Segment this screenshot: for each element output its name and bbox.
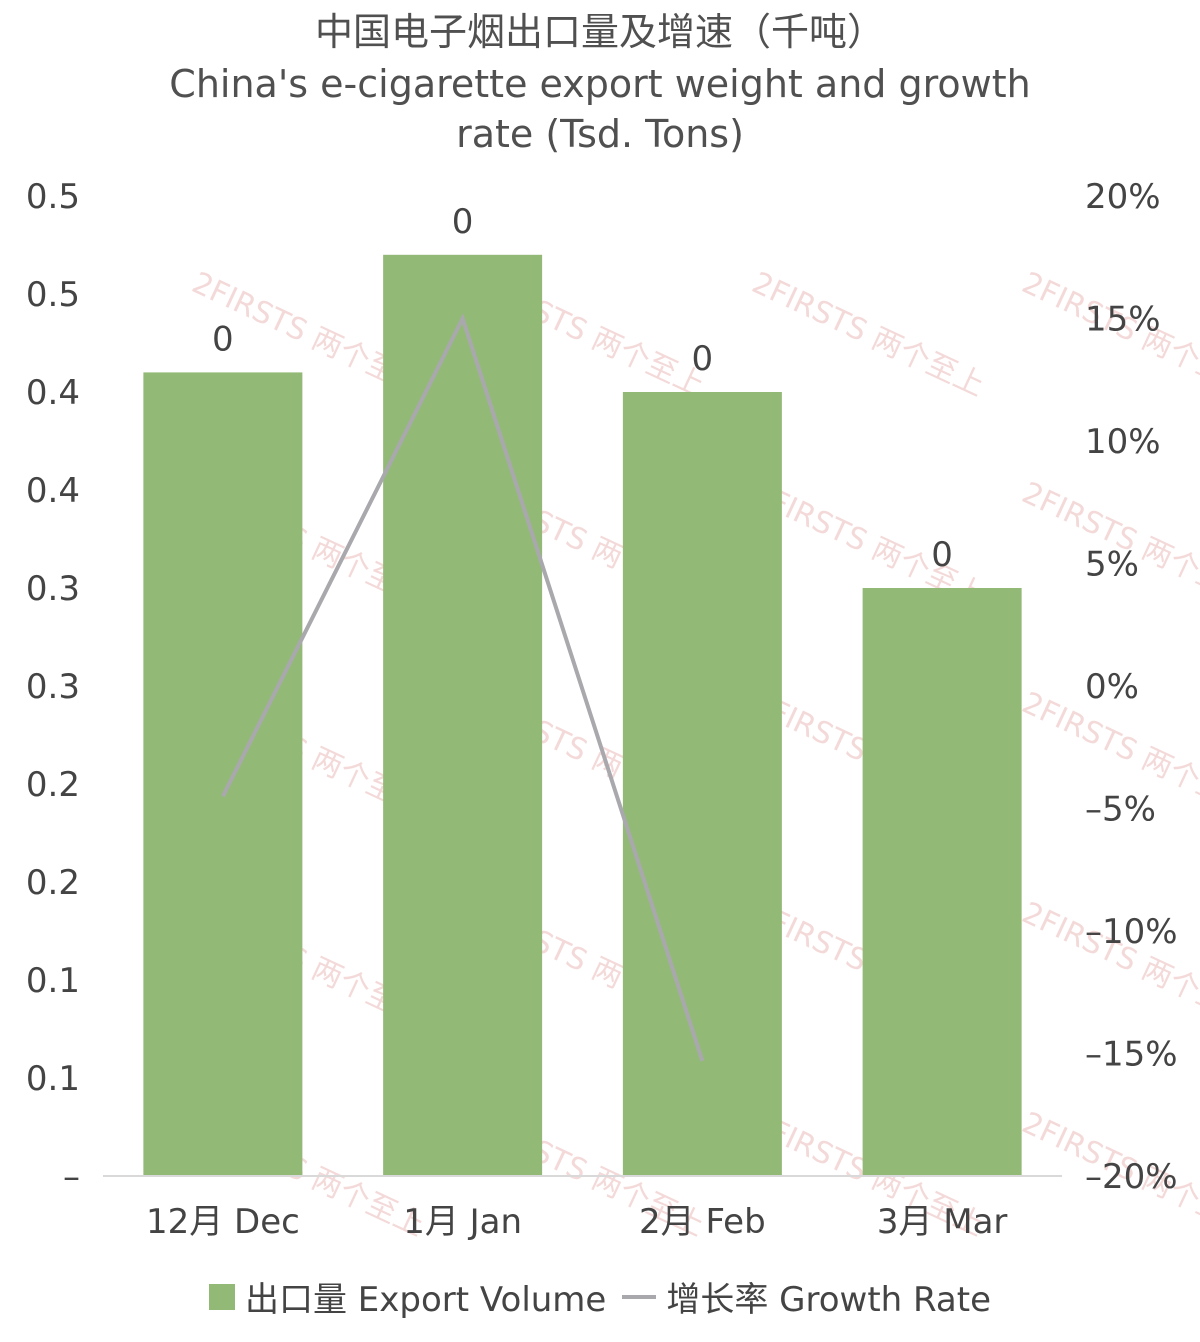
right-axis-tick-label: –10% bbox=[1085, 912, 1178, 952]
x-axis-tick-label: 1月 Jan bbox=[403, 1202, 522, 1242]
left-axis-tick-label: 0.5 bbox=[26, 177, 80, 217]
left-axis-tick-label: 0.4 bbox=[26, 373, 80, 413]
right-axis-tick-label: 20% bbox=[1085, 177, 1161, 217]
chart-title-en-line1: China's e-cigarette export weight and gr… bbox=[169, 62, 1031, 106]
x-axis-tick-label: 3月 Mar bbox=[877, 1202, 1008, 1242]
left-axis-tick-label: 0.3 bbox=[26, 667, 80, 707]
left-axis-tick-label: 0.2 bbox=[26, 863, 80, 903]
right-axis-tick-label: 15% bbox=[1085, 300, 1161, 340]
legend-line-label: 增长率 Growth Rate bbox=[666, 1280, 992, 1320]
left-axis-tick-label: 0.4 bbox=[26, 471, 80, 511]
bar bbox=[862, 588, 1022, 1176]
right-axis-tick-label: 5% bbox=[1085, 545, 1139, 585]
left-axis-tick-label: 0.3 bbox=[26, 569, 80, 609]
left-axis-tick-label: 0.5 bbox=[26, 275, 80, 315]
x-axis-tick-label: 2月 Feb bbox=[639, 1202, 766, 1242]
chart-title-en-line2: rate (Tsd. Tons) bbox=[456, 112, 744, 156]
bar-data-label: 0 bbox=[692, 339, 714, 379]
chart-legend: 出口量 Export Volume 增长率 Growth Rate bbox=[0, 1272, 1200, 1321]
bar-data-label: 0 bbox=[931, 535, 953, 575]
bar bbox=[143, 372, 303, 1176]
legend-bar-label: 出口量 Export Volume bbox=[244, 1280, 607, 1320]
left-axis-tick-label: 0.1 bbox=[26, 1059, 80, 1099]
bar bbox=[622, 392, 782, 1176]
bar-data-label: 0 bbox=[452, 202, 474, 242]
left-axis-tick-label: – bbox=[63, 1157, 80, 1197]
right-axis-tick-label: 0% bbox=[1085, 667, 1139, 707]
left-axis-tick-label: 0.2 bbox=[26, 765, 80, 805]
bar bbox=[383, 254, 543, 1177]
right-axis-tick-label: –5% bbox=[1085, 790, 1156, 830]
bar-data-label: 0 bbox=[212, 319, 234, 359]
right-axis-tick-label: –20% bbox=[1085, 1157, 1178, 1197]
right-axis-tick-label: 10% bbox=[1085, 422, 1161, 462]
left-axis-tick-label: 0.1 bbox=[26, 961, 80, 1001]
watermark-text: 2FIRSTS 两个至上 bbox=[747, 266, 990, 404]
right-axis-tick-label: –15% bbox=[1085, 1035, 1178, 1075]
x-axis-tick-label: 12月 Dec bbox=[146, 1202, 300, 1242]
legend-line-swatch bbox=[622, 1294, 657, 1299]
chart-title-zh: 中国电子烟出口量及增速（千吨） bbox=[314, 10, 885, 54]
legend-bar-swatch bbox=[208, 1283, 235, 1310]
